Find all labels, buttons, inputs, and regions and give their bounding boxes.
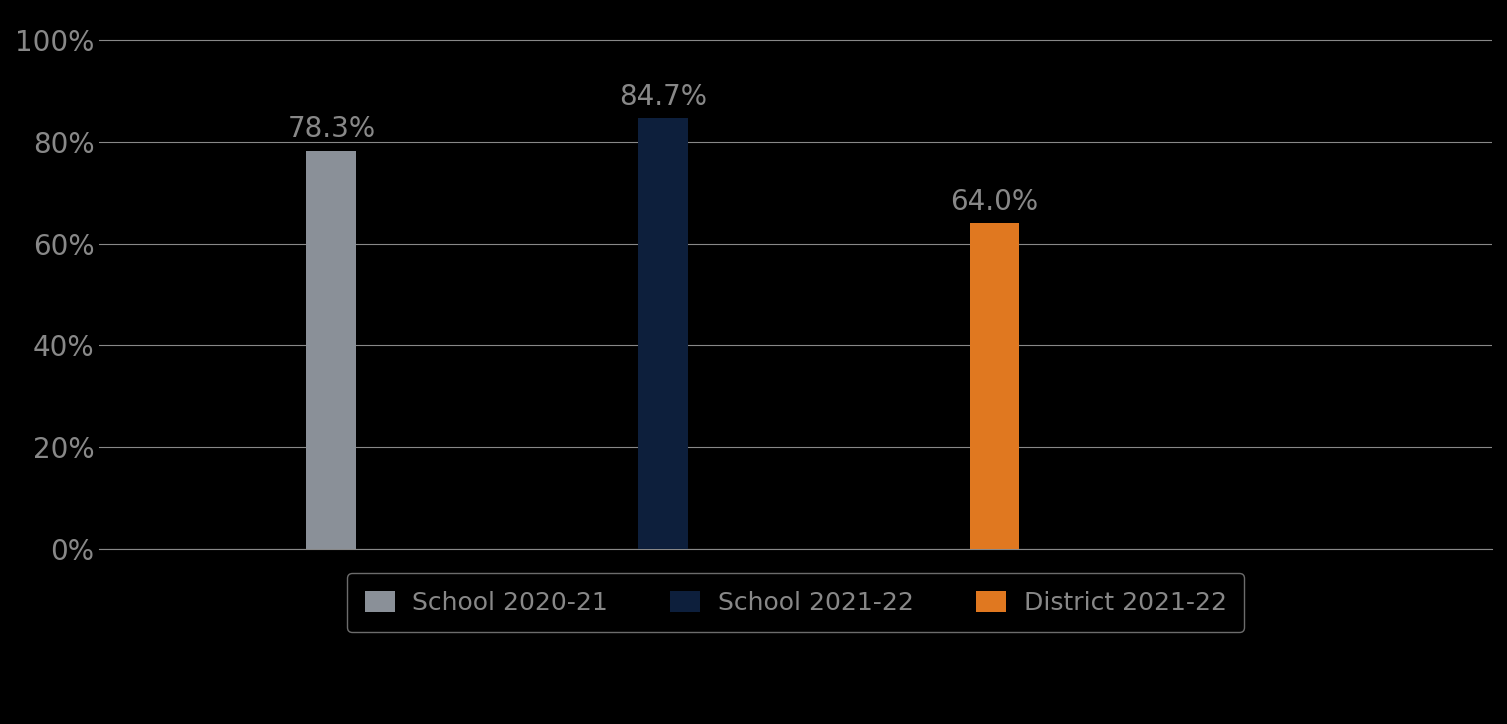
Legend: School 2020-21, School 2021-22, District 2021-22: School 2020-21, School 2021-22, District… [347,573,1245,632]
Text: 64.0%: 64.0% [951,188,1038,216]
Text: 78.3%: 78.3% [288,115,375,143]
Bar [637,118,687,549]
Bar [969,224,1019,549]
Bar [306,151,356,549]
Text: 84.7%: 84.7% [619,83,707,111]
